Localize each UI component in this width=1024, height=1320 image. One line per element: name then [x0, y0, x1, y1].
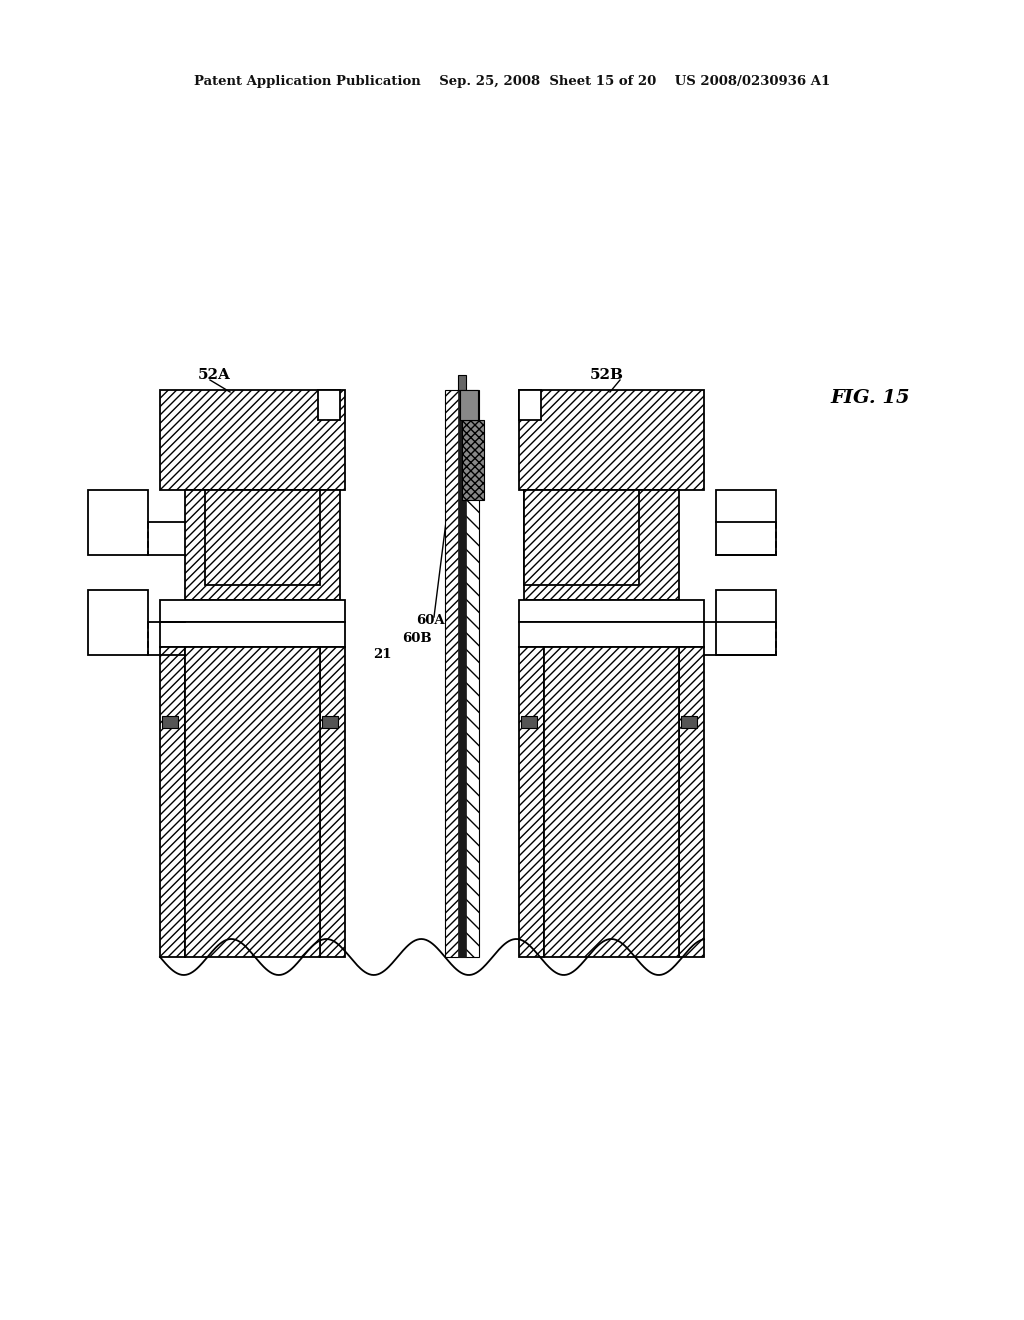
- Bar: [519, 647, 544, 957]
- Text: Patent Application Publication    Sep. 25, 2008  Sheet 15 of 20    US 2008/02309: Patent Application Publication Sep. 25, …: [194, 75, 830, 88]
- Bar: [318, 389, 340, 420]
- Bar: [460, 389, 478, 420]
- Bar: [160, 389, 345, 490]
- Bar: [544, 647, 679, 957]
- Text: 60A: 60A: [416, 615, 444, 627]
- Bar: [521, 715, 537, 729]
- Bar: [205, 490, 319, 585]
- Bar: [160, 622, 345, 647]
- Bar: [185, 490, 340, 601]
- Bar: [458, 389, 466, 957]
- Bar: [519, 389, 541, 420]
- Bar: [519, 389, 705, 490]
- Bar: [185, 647, 319, 957]
- Bar: [524, 490, 639, 585]
- Text: FIG. 15: FIG. 15: [830, 389, 909, 407]
- Bar: [462, 389, 479, 957]
- Text: 21: 21: [374, 648, 392, 661]
- Bar: [322, 715, 338, 729]
- Bar: [681, 715, 697, 729]
- Bar: [524, 490, 679, 601]
- Bar: [160, 647, 185, 957]
- Text: 52B: 52B: [590, 368, 624, 381]
- Bar: [88, 490, 148, 554]
- Bar: [519, 622, 705, 647]
- Bar: [162, 715, 178, 729]
- Bar: [462, 420, 484, 500]
- Text: 52A: 52A: [198, 368, 230, 381]
- Bar: [679, 647, 705, 957]
- Bar: [445, 389, 462, 957]
- Bar: [88, 590, 148, 655]
- Bar: [716, 590, 776, 655]
- Bar: [716, 490, 776, 554]
- Bar: [519, 601, 705, 622]
- Bar: [319, 647, 345, 957]
- Bar: [458, 375, 466, 389]
- Bar: [160, 601, 345, 622]
- Text: 60B: 60B: [402, 631, 432, 644]
